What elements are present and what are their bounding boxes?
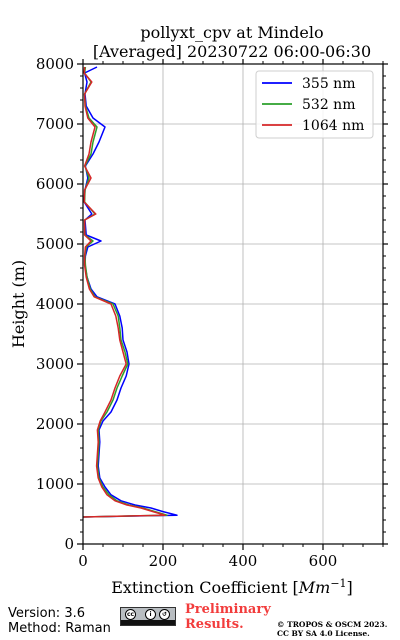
y-tick-label: 7000 — [36, 115, 74, 133]
series-line-355-nm — [82, 66, 178, 518]
preliminary-results-label: Preliminary Results. — [185, 602, 271, 632]
x-axis-label-suffix: ] — [347, 578, 353, 597]
y-axis-label: Height (m) — [9, 260, 28, 348]
series-lines — [82, 66, 178, 518]
cc-badge-bar — [121, 620, 175, 625]
chart-title-line1: pollyxt_cpv at Mindelo — [140, 23, 323, 42]
y-tick-label: 0 — [64, 535, 74, 553]
legend-label-355: 355 nm — [302, 76, 355, 92]
series-line-532-nm — [82, 66, 168, 518]
version-text: Version: 3.6 — [8, 606, 85, 621]
legend-box — [255, 70, 374, 139]
y-tick-label: 5000 — [36, 235, 74, 253]
legend: 355 nm 532 nm 1064 nm — [255, 70, 374, 139]
copyright-line2: CC BY SA 4.0 License. — [277, 629, 370, 638]
x-tick-label: 400 — [229, 552, 258, 570]
x-axis-label-exponent: −1 — [330, 577, 346, 590]
cc-license-badge: cc i ↺ — [120, 607, 176, 626]
copyright-notice: © TROPOS & OSCM 2023. CC BY SA 4.0 Licen… — [277, 620, 387, 638]
y-tick-label: 6000 — [36, 175, 74, 193]
y-tick-label: 2000 — [36, 415, 74, 433]
y-tick-label: 1000 — [36, 475, 74, 493]
y-tick-label: 4000 — [36, 295, 74, 313]
series-line-1064-nm — [82, 66, 166, 518]
x-axis-label: Extinction Coefficient [Mm−1] — [111, 577, 353, 597]
chart-title-line2: [Averaged] 20230722 06:00-06:30 — [93, 42, 371, 61]
legend-label-532: 532 nm — [302, 97, 355, 113]
by-icon: i — [145, 609, 156, 620]
extinction-chart: 0 200 400 600010002000300040005000600070008… — [9, 23, 388, 597]
copyright-line1: © TROPOS & OSCM 2023. — [277, 620, 388, 629]
method-text: Method: Raman — [8, 621, 111, 636]
x-tick-label: 200 — [149, 552, 178, 570]
x-tick-label: 0 — [78, 552, 88, 570]
y-tick-label: 3000 — [36, 355, 74, 373]
axis-ticks: 0 200 400 600010002000300040005000600070008… — [36, 55, 388, 570]
x-axis-label-prefix: Extinction Coefficient [ — [111, 578, 299, 597]
x-axis-label-unit: Mm — [298, 578, 331, 597]
sa-icon: ↺ — [159, 609, 170, 620]
x-tick-label: 600 — [309, 552, 338, 570]
legend-label-1064: 1064 nm — [302, 118, 364, 134]
y-tick-label: 8000 — [36, 55, 74, 73]
cc-icon: cc — [125, 609, 136, 620]
